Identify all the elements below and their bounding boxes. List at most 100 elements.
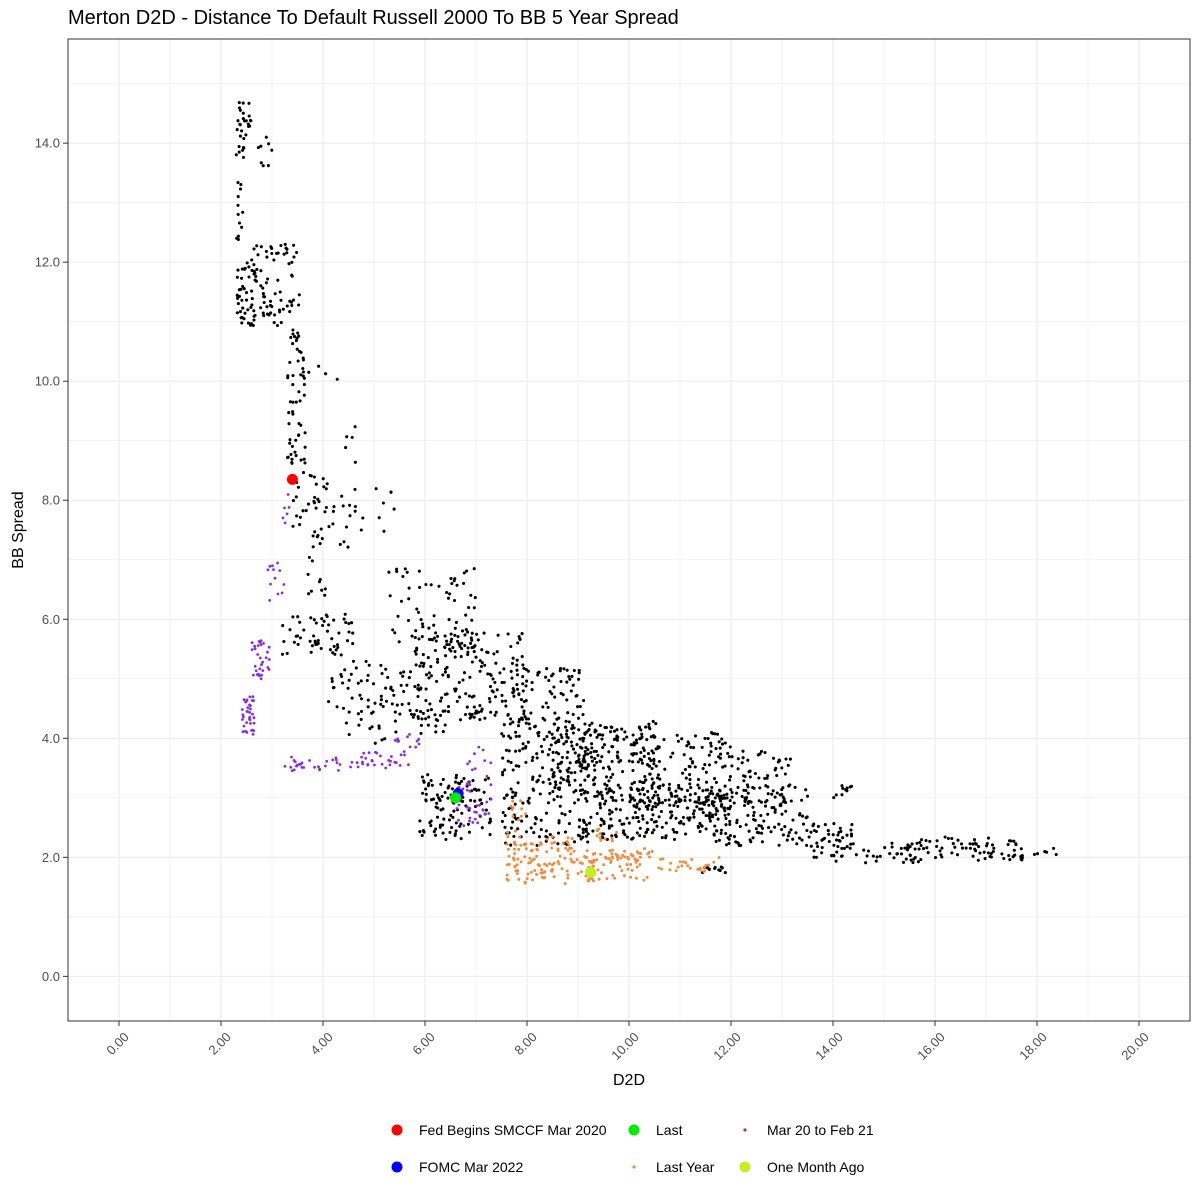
- history-point: [298, 399, 302, 403]
- history-point: [244, 298, 249, 302]
- history-point: [762, 819, 766, 823]
- mar20-feb21-point: [248, 717, 251, 721]
- history-point: [314, 506, 318, 510]
- history-point: [413, 635, 417, 640]
- history-point: [556, 831, 561, 835]
- history-point: [836, 845, 840, 849]
- history-point: [551, 750, 555, 754]
- history-point: [511, 687, 515, 691]
- history-point: [429, 819, 433, 823]
- history-point: [809, 830, 813, 834]
- mar20-feb21-point: [285, 512, 289, 516]
- history-point: [573, 751, 577, 755]
- history-point: [292, 243, 296, 247]
- last-year-point: [678, 860, 682, 864]
- last-year-point: [602, 863, 606, 867]
- history-point: [347, 678, 351, 682]
- history-point: [556, 766, 560, 770]
- history-point: [747, 829, 751, 833]
- history-point: [237, 294, 242, 298]
- history-point: [309, 474, 313, 478]
- history-point: [451, 815, 455, 819]
- history-point: [500, 732, 504, 736]
- history-point: [574, 789, 578, 793]
- history-point: [849, 828, 853, 832]
- history-point: [766, 812, 770, 816]
- history-point: [281, 624, 285, 628]
- history-point: [789, 799, 793, 803]
- last-year-point: [519, 799, 523, 803]
- history-point: [525, 814, 529, 818]
- history-point: [658, 777, 662, 781]
- history-point: [514, 734, 518, 738]
- history-point: [598, 733, 602, 737]
- mar20-feb21-point: [457, 785, 461, 789]
- history-point: [805, 794, 810, 798]
- history-point: [337, 631, 341, 635]
- last-year-point: [565, 869, 569, 873]
- history-point: [483, 663, 487, 667]
- history-point: [252, 263, 256, 267]
- history-point: [935, 839, 939, 843]
- history-point: [445, 590, 449, 595]
- history-point: [723, 813, 727, 817]
- history-point: [641, 814, 645, 818]
- history-point: [760, 826, 765, 830]
- history-point: [354, 666, 358, 670]
- history-point: [840, 846, 844, 850]
- history-point: [472, 606, 476, 610]
- history-point: [279, 321, 283, 325]
- history-point: [577, 728, 581, 732]
- history-point: [635, 741, 639, 745]
- history-point: [290, 444, 294, 448]
- history-point: [715, 809, 719, 813]
- history-point: [347, 710, 351, 714]
- last-year-point: [568, 846, 572, 850]
- last-year-point: [707, 863, 711, 867]
- history-point: [510, 795, 514, 799]
- last-year-point: [623, 855, 627, 859]
- history-point: [548, 747, 552, 751]
- history-point: [607, 750, 611, 754]
- history-point: [711, 792, 715, 796]
- history-point: [917, 847, 921, 851]
- mar20-feb21-point: [253, 664, 257, 668]
- history-point: [295, 250, 299, 255]
- history-point: [743, 774, 747, 778]
- history-point: [440, 696, 444, 700]
- history-point: [878, 854, 882, 858]
- history-point: [697, 795, 701, 799]
- history-point: [793, 785, 797, 789]
- history-point: [278, 290, 282, 294]
- history-point: [387, 570, 391, 574]
- history-point: [507, 749, 511, 753]
- history-point: [504, 748, 508, 752]
- history-point: [553, 780, 558, 784]
- history-point: [763, 804, 768, 808]
- history-point: [532, 788, 536, 792]
- history-point: [673, 794, 677, 798]
- history-point: [959, 842, 964, 846]
- history-point: [301, 366, 305, 371]
- history-point: [241, 111, 245, 115]
- history-point: [518, 637, 522, 641]
- history-point: [452, 598, 457, 603]
- history-point: [386, 675, 390, 679]
- history-point: [419, 723, 423, 727]
- history-point: [627, 759, 631, 763]
- mar20-feb21-point: [241, 730, 245, 734]
- history-point: [453, 626, 457, 630]
- history-point: [501, 810, 505, 815]
- history-point: [395, 703, 399, 707]
- last-year-point: [609, 861, 613, 864]
- history-point: [506, 759, 510, 763]
- history-point: [482, 631, 486, 635]
- history-point: [491, 690, 495, 694]
- history-point: [677, 786, 681, 790]
- history-point: [312, 618, 316, 622]
- legend-key-last: [628, 1124, 640, 1136]
- history-point: [418, 664, 422, 668]
- history-point: [240, 321, 244, 325]
- history-point: [297, 390, 301, 394]
- history-point: [548, 833, 552, 837]
